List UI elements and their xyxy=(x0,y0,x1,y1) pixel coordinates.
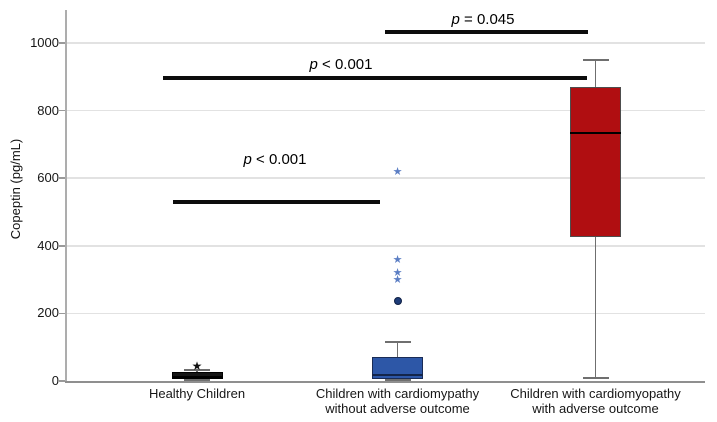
category-label: Children with cardiomyopathy with adverse… xyxy=(510,386,681,416)
outlier-star: ★ xyxy=(392,267,403,280)
median-line xyxy=(171,375,223,378)
outlier-star: ★ xyxy=(191,359,203,374)
y-axis-line xyxy=(65,10,67,381)
significance-label: p < 0.001 xyxy=(310,56,373,73)
y-tick-label: 600 xyxy=(37,170,59,186)
whisker-line xyxy=(396,342,399,358)
significance-label: p = 0.045 xyxy=(452,11,515,28)
p-symbol: p xyxy=(451,11,460,28)
y-tick-mark xyxy=(59,380,65,382)
p-symbol: p xyxy=(243,151,252,168)
outlier-star: ★ xyxy=(392,165,403,178)
y-tick-label: 1000 xyxy=(30,35,59,50)
significance-bar xyxy=(173,200,380,204)
whisker-cap xyxy=(184,369,210,371)
y-tick-mark xyxy=(59,245,65,247)
category-label-line: without adverse outcome xyxy=(325,401,470,416)
whisker-cap xyxy=(582,377,609,380)
significance-label: p < 0.001 xyxy=(244,151,307,168)
y-tick-mark xyxy=(59,42,65,44)
whisker-cap xyxy=(582,58,609,61)
box-iqr xyxy=(372,357,423,379)
gridline xyxy=(65,109,705,112)
median-line xyxy=(372,373,423,376)
whisker-line xyxy=(594,237,597,379)
box-iqr xyxy=(570,86,621,238)
y-tick-label: 200 xyxy=(37,305,59,321)
whisker-line xyxy=(594,59,597,87)
y-tick-mark xyxy=(59,109,65,112)
p-symbol: p xyxy=(309,56,318,73)
outlier-circle xyxy=(393,296,402,305)
category-label-line: Children with cardiomypathy xyxy=(315,386,480,401)
x-axis-line xyxy=(65,380,705,383)
y-axis-title: Copeptin (pg/mL) xyxy=(8,138,23,240)
median-line xyxy=(570,131,621,134)
category-label-line: with adverse outcome xyxy=(532,401,659,416)
y-tick-mark xyxy=(59,312,65,315)
p-value-text: = 0.045 xyxy=(459,11,515,28)
category-label: Children with cardiomypathy without adver… xyxy=(316,386,479,416)
y-tick-mark xyxy=(59,177,65,179)
gridline xyxy=(65,312,705,315)
p-value-text: < 0.001 xyxy=(317,56,373,73)
significance-bar xyxy=(163,76,587,80)
whisker-cap xyxy=(384,379,411,382)
gridline xyxy=(65,245,705,247)
category-label: Healthy Children xyxy=(149,386,245,401)
significance-bar xyxy=(385,30,588,34)
whisker-cap xyxy=(184,379,210,382)
gridline xyxy=(65,177,705,179)
y-tick-label: 800 xyxy=(37,102,59,118)
outlier-star: ★ xyxy=(392,253,403,266)
box-iqr xyxy=(171,371,223,380)
p-value-text: < 0.001 xyxy=(251,151,307,168)
whisker-cap xyxy=(384,341,411,343)
outlier-star: ★ xyxy=(392,274,403,287)
y-tick-label: 0 xyxy=(51,373,59,388)
category-label-line: Children with cardiomyopathy xyxy=(510,386,681,401)
category-label-line: Healthy Children xyxy=(148,386,246,401)
y-tick-label: 400 xyxy=(37,237,59,253)
gridline xyxy=(65,42,705,44)
